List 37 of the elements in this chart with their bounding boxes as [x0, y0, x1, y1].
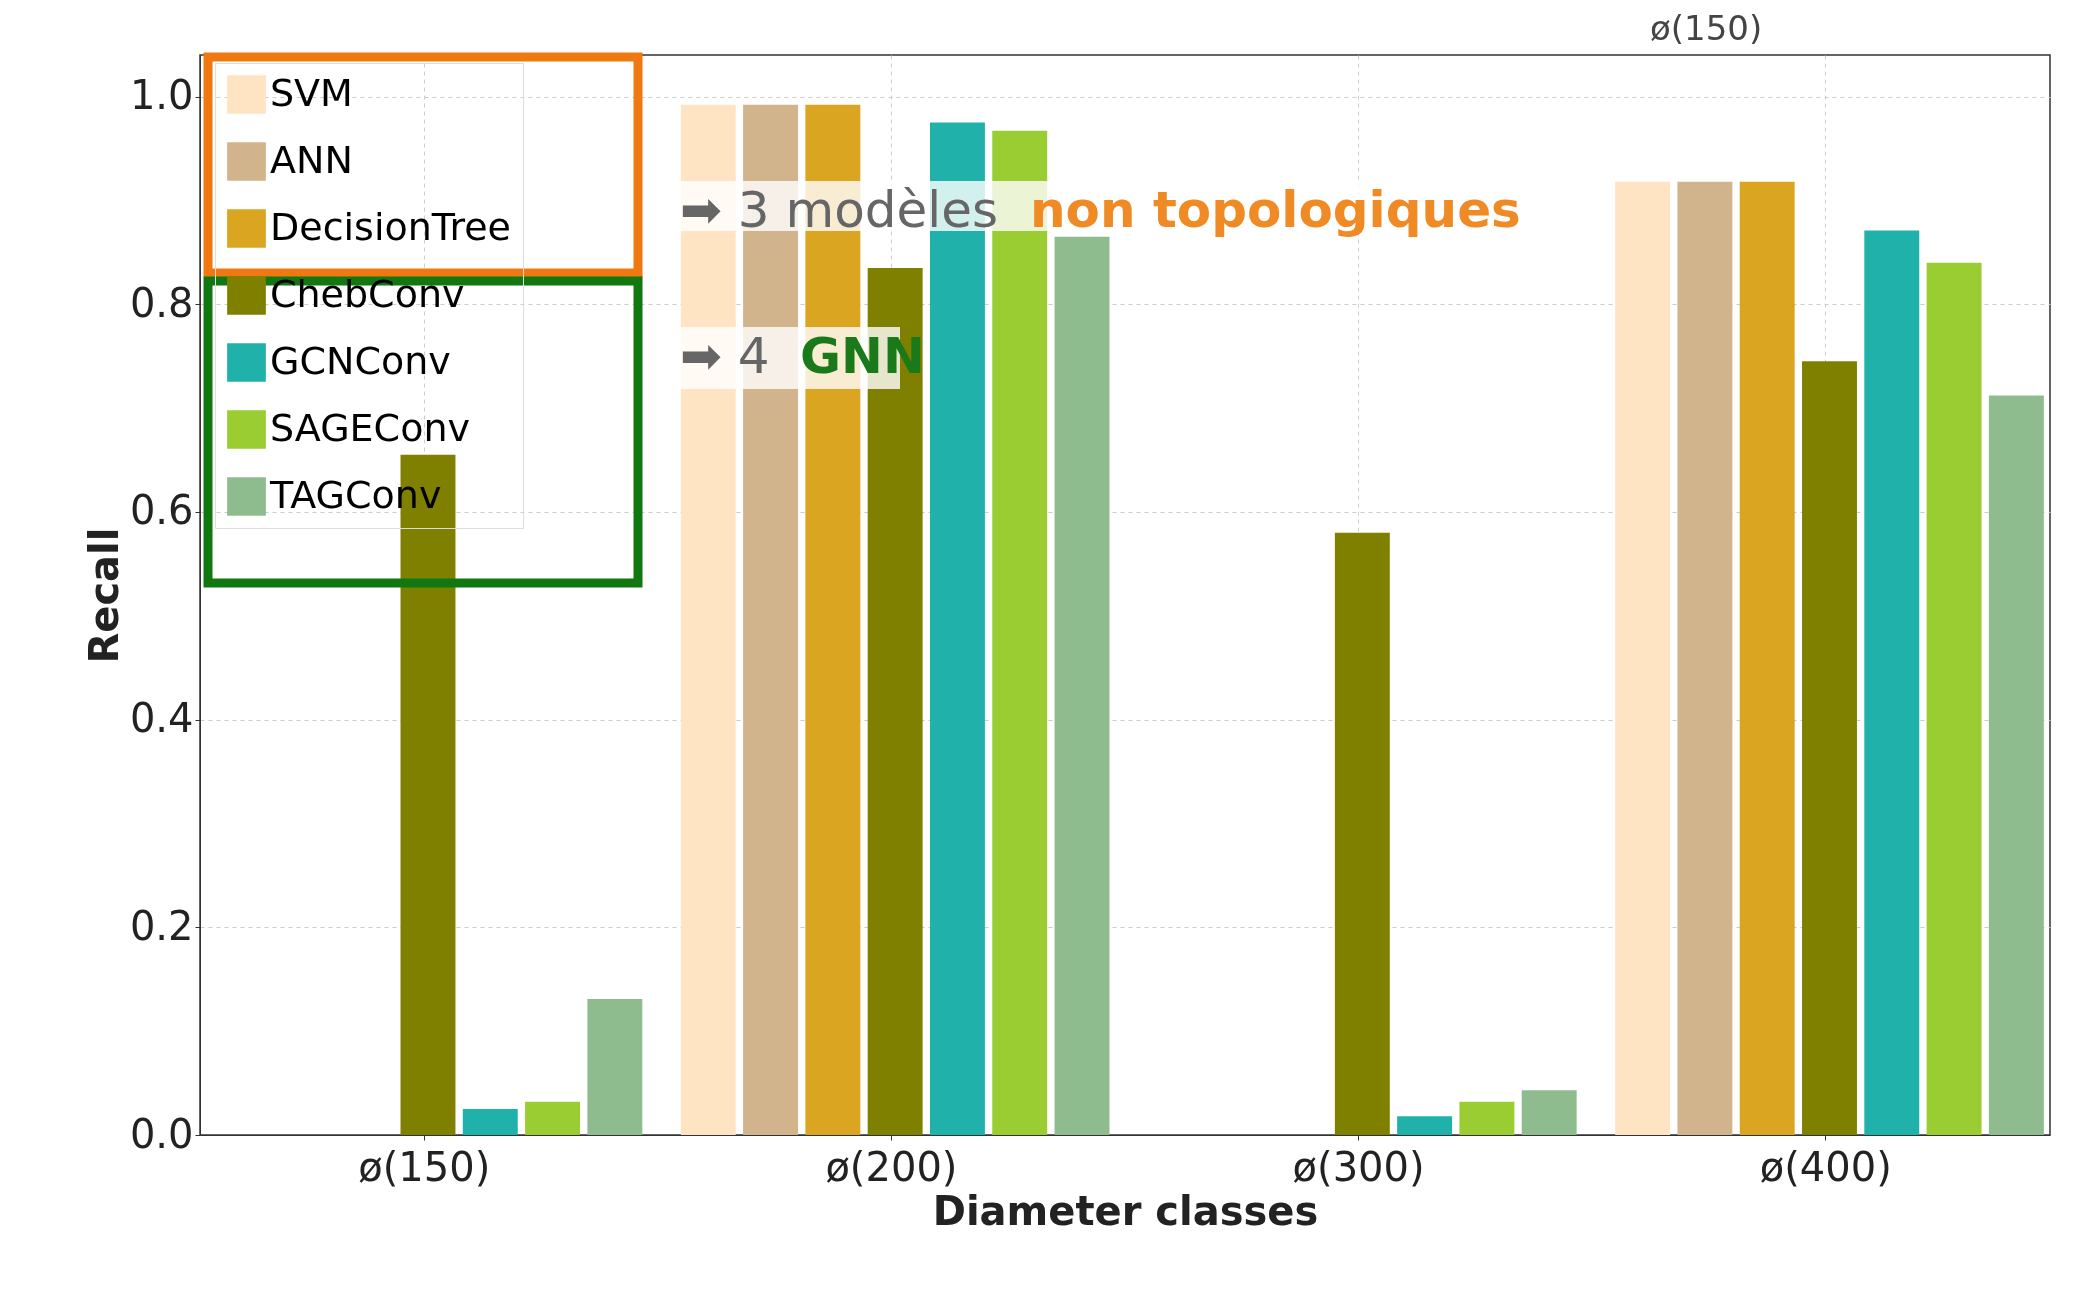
bar: [1615, 181, 1671, 1135]
y-tick-label: 0.8: [129, 279, 194, 326]
bar: [1334, 532, 1390, 1135]
bar: [1459, 1101, 1515, 1135]
legend-label: DecisionTree: [270, 204, 511, 249]
bar: [1521, 1090, 1577, 1135]
legend-label: SAGEConv: [270, 405, 470, 450]
y-tick-label: 0.0: [129, 1110, 194, 1157]
legend-label: SVM: [270, 70, 353, 115]
text: ø(150): [1650, 8, 1763, 48]
annotation: ➡ 3 modèles: [680, 181, 998, 239]
y-tick-label: 1.0: [129, 72, 194, 119]
bar: [1054, 236, 1110, 1135]
bar: [1926, 262, 1982, 1135]
bar: [1677, 181, 1733, 1135]
bar: [587, 998, 643, 1135]
bar: [462, 1109, 518, 1135]
x-tick-label: ø(200): [825, 1143, 958, 1190]
bar: [525, 1101, 581, 1135]
legend-label: GCNConv: [270, 338, 451, 383]
annotation: non topologiques: [1030, 181, 1521, 239]
bar: [1739, 181, 1795, 1135]
x-axis-title: Diameter classes: [932, 1187, 1319, 1234]
legend-label: ANN: [270, 137, 353, 182]
y-tick-label: 0.4: [129, 695, 194, 742]
x-tick-label: ø(400): [1759, 1143, 1892, 1190]
legend-label: ChebConv: [270, 271, 465, 316]
bar: [1864, 230, 1920, 1135]
y-tick-label: 0.2: [129, 902, 194, 949]
bar: [1802, 361, 1857, 1135]
x-tick-label: ø(300): [1292, 1143, 1425, 1190]
bar: [1988, 395, 2044, 1135]
x-tick-label: ø(150): [358, 1143, 491, 1190]
bar: [1397, 1116, 1453, 1135]
y-tick-label: 0.6: [129, 487, 194, 534]
y-axis-title: Recall: [80, 527, 127, 664]
annotation: ➡ 4: [680, 327, 770, 385]
